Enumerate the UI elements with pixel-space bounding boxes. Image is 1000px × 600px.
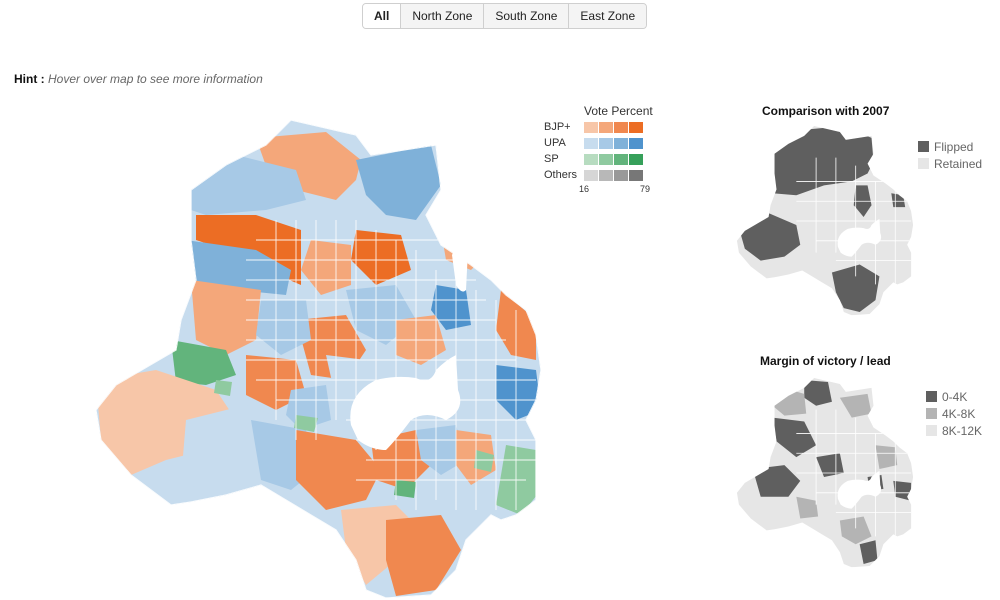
legend-row-sp: SP [544,153,664,166]
legend-item-0-4k: 0-4K [926,388,982,405]
map-region[interactable] [796,496,819,519]
swatch-0-4k [926,391,937,402]
legend-swatch [584,170,598,181]
map-region[interactable] [356,145,441,220]
map-region[interactable] [859,540,878,565]
legend-swatch [614,170,628,181]
map-region[interactable] [496,365,541,420]
map-void-area [837,471,882,509]
map-region[interactable] [893,480,912,501]
map-region[interactable] [772,417,817,458]
map-region-flipped[interactable] [891,193,906,208]
legend-party-label: UPA [544,137,566,149]
map-region[interactable] [875,445,898,470]
tab-east-zone[interactable]: East Zone [569,4,647,28]
map-region[interactable] [386,515,461,596]
legend-label: 8K-12K [942,423,983,438]
map-region[interactable] [301,240,351,295]
hint: Hint : Hover over map to see more inform… [14,72,263,86]
map-region[interactable] [474,450,494,472]
map-region[interactable] [804,379,832,406]
map-void-area [837,219,882,257]
map-region[interactable] [256,300,311,355]
swatch-4k-8k [926,408,937,419]
legend-item-retained: Retained [918,155,982,172]
map-region[interactable] [416,425,466,475]
legend-row-bjp: BJP+ [544,121,664,134]
legend-item-4k-8k: 4K-8K [926,405,982,422]
map-region[interactable] [394,480,416,498]
legend-swatch [584,154,598,165]
legend-swatches [584,154,644,165]
map-region[interactable] [186,240,291,295]
retained-swatch [918,158,929,169]
map-region-flipped[interactable] [831,264,880,313]
flipped-swatch [918,141,929,152]
legend-swatch [629,122,643,133]
map-region[interactable] [296,430,381,510]
tab-north-zone[interactable]: North Zone [401,4,485,28]
legend-row-upa: UPA [544,137,664,150]
legend-swatch [614,122,628,133]
swatch-8k-12k [926,425,937,436]
main-map[interactable] [96,120,546,600]
legend-label: 4K-8K [942,406,976,421]
legend-party-label: SP [544,153,559,165]
legend-title: Vote Percent [584,104,653,118]
legend-swatch [629,138,643,149]
legend-swatch [614,138,628,149]
map-region[interactable] [326,355,371,400]
legend-swatch [599,170,613,181]
margin-map[interactable] [736,378,916,568]
legend-min-value: 16 [579,184,590,194]
legend-swatch [629,170,643,181]
legend-swatch [599,138,613,149]
legend-swatch [599,122,613,133]
zone-tabs: All North Zone South Zone East Zone [362,3,648,29]
hint-label: Hint : [14,72,45,86]
vote-percent-legend: Vote Percent BJP+ UPA SP Others 16 79 [544,104,664,196]
legend-label: Flipped [934,139,974,154]
legend-swatch [584,138,598,149]
comparison-title: Comparison with 2007 [762,104,890,118]
legend-swatches [584,122,644,133]
hint-text: Hover over map to see more information [48,72,263,86]
legend-swatch [629,154,643,165]
comparison-map[interactable] [736,126,916,316]
legend-item-8k-12k: 8K-12K [926,422,982,439]
map-region[interactable] [294,415,318,432]
legend-swatches [584,170,644,181]
tab-south-zone[interactable]: South Zone [484,4,570,28]
legend-party-label: Others [544,169,578,181]
legend-swatches [584,138,644,149]
map-region[interactable] [816,453,844,477]
legend-swatch [599,154,613,165]
margin-legend: 0-4K 4K-8K 8K-12K [926,388,982,439]
legend-row-others: Others [544,169,664,182]
map-region[interactable] [752,465,801,497]
map-region[interactable] [191,280,261,355]
map-region[interactable] [214,380,232,396]
river-gap [452,246,468,292]
comparison-legend: Flipped Retained [918,138,982,172]
legend-label: 0-4K [942,389,968,404]
map-void-area [350,355,461,450]
legend-label: Retained [934,156,983,171]
map-region[interactable] [839,393,872,418]
legend-swatch [584,122,598,133]
tab-all[interactable]: All [363,4,402,28]
map-region[interactable] [431,285,471,330]
map-region[interactable] [839,516,872,545]
margin-title: Margin of victory / lead [760,354,891,368]
legend-item-flipped: Flipped [918,138,982,155]
legend-max-value: 79 [640,184,651,194]
legend-swatch [614,154,628,165]
legend-party-label: BJP+ [544,121,571,133]
map-region[interactable] [171,340,236,385]
